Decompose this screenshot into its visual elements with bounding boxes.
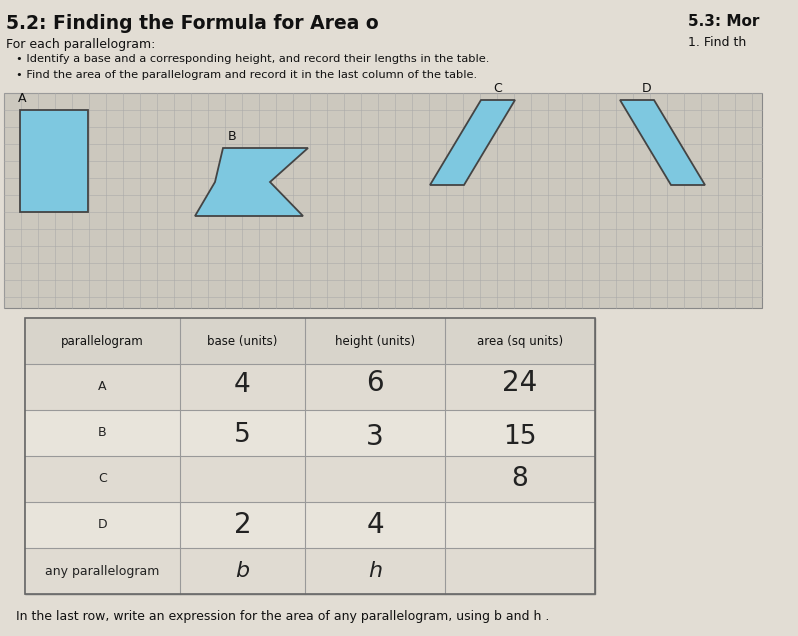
Text: area (sq units): area (sq units) xyxy=(477,335,563,347)
Bar xyxy=(25,502,595,548)
Polygon shape xyxy=(620,100,705,185)
Text: 15: 15 xyxy=(504,424,537,450)
Text: parallelogram: parallelogram xyxy=(61,335,144,347)
Text: 5.3: Mor: 5.3: Mor xyxy=(688,14,760,29)
Bar xyxy=(25,548,595,594)
Text: C: C xyxy=(98,473,107,485)
Text: 4: 4 xyxy=(234,372,251,398)
Text: B: B xyxy=(98,427,107,439)
Text: A: A xyxy=(98,380,107,394)
Polygon shape xyxy=(195,148,308,216)
Text: 2: 2 xyxy=(234,511,251,539)
Text: D: D xyxy=(97,518,107,532)
Bar xyxy=(4,93,762,308)
Text: B: B xyxy=(228,130,237,143)
Text: In the last row, write an expression for the area of any parallelogram, using b : In the last row, write an expression for… xyxy=(16,610,549,623)
Text: • Identify a base and a corresponding height, and record their lengths in the ta: • Identify a base and a corresponding he… xyxy=(16,54,489,64)
Text: h: h xyxy=(368,561,382,581)
Text: For each parallelogram:: For each parallelogram: xyxy=(6,38,156,51)
Text: any parallelogram: any parallelogram xyxy=(45,565,160,577)
Text: 5: 5 xyxy=(234,422,251,448)
Polygon shape xyxy=(20,110,88,212)
Text: base (units): base (units) xyxy=(207,335,278,347)
Text: A: A xyxy=(18,92,26,105)
Text: C: C xyxy=(494,82,503,95)
Bar xyxy=(25,318,595,594)
Bar xyxy=(25,364,595,410)
Text: • Find the area of the parallelogram and record it in the last column of the tab: • Find the area of the parallelogram and… xyxy=(16,70,477,80)
Text: b: b xyxy=(235,561,250,581)
Text: D: D xyxy=(642,82,652,95)
Bar xyxy=(25,318,595,364)
Text: 4: 4 xyxy=(366,511,384,539)
Text: 24: 24 xyxy=(503,369,538,397)
Text: 6: 6 xyxy=(366,369,384,397)
Text: 5.2: Finding the Formula for Area o: 5.2: Finding the Formula for Area o xyxy=(6,14,382,33)
Bar xyxy=(25,410,595,456)
Bar xyxy=(25,318,595,594)
Text: 8: 8 xyxy=(512,466,528,492)
Text: 3: 3 xyxy=(366,423,384,451)
Bar xyxy=(25,456,595,502)
Text: height (units): height (units) xyxy=(335,335,415,347)
Text: 1. Find th: 1. Find th xyxy=(688,36,746,49)
Polygon shape xyxy=(430,100,515,185)
